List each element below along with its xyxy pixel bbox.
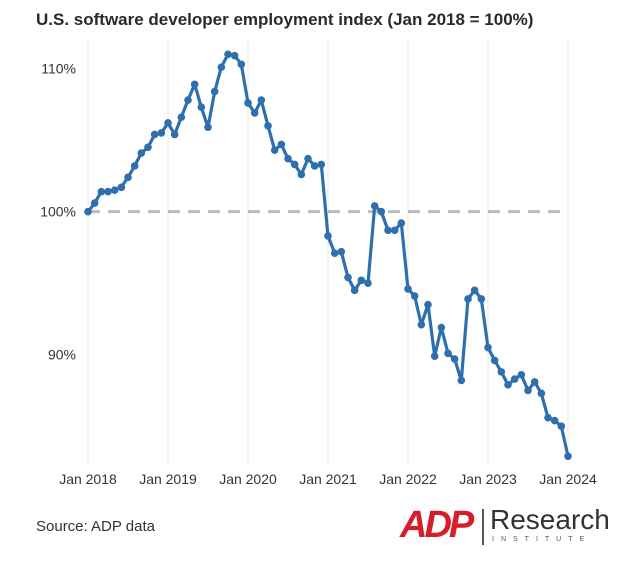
data-point [397, 219, 406, 227]
data-point [284, 154, 292, 163]
data-point [110, 186, 119, 195]
data-point [190, 80, 199, 89]
x-tick-label: Jan 2023 [459, 471, 517, 487]
logo-wordmark: Research [490, 504, 610, 535]
data-point [364, 279, 372, 287]
data-point [437, 323, 446, 332]
x-tick-label: Jan 2021 [299, 471, 357, 487]
data-point [304, 154, 312, 163]
data-point [124, 173, 132, 182]
x-tick-label: Jan 2019 [139, 471, 197, 487]
x-axis-labels: Jan 2018 Jan 2019 Jan 2020 Jan 2021 Jan 2022… [59, 471, 597, 487]
data-point [450, 355, 459, 363]
data-point [324, 232, 332, 240]
data-point [137, 149, 146, 157]
y-axis-labels: 90% 100% 110% [40, 61, 76, 363]
x-tick-label: Jan 2022 [379, 471, 437, 487]
logo-divider [482, 509, 484, 545]
data-point [344, 273, 352, 282]
data-point [177, 113, 186, 122]
data-point [144, 143, 152, 152]
data-point [317, 160, 326, 169]
source-note: Source: ADP data [36, 518, 155, 535]
data-point [244, 99, 252, 107]
data-point [150, 130, 159, 139]
data-point [517, 370, 526, 379]
data-point [390, 226, 399, 235]
data-point [477, 295, 486, 303]
data-point [170, 130, 179, 139]
data-point [524, 386, 532, 395]
x-tick-label: Jan 2024 [539, 471, 597, 487]
data-point [337, 247, 346, 256]
data-point [157, 129, 166, 137]
data-point [457, 376, 466, 385]
adp-logo-mark: ADP [400, 504, 474, 546]
data-point [270, 146, 279, 154]
data-point [384, 226, 392, 235]
data-point [537, 389, 546, 398]
data-point [490, 356, 499, 365]
data-point [104, 187, 112, 196]
data-point [264, 122, 272, 130]
adp-research-institute-logo: ADP Research INSTITUTE [400, 505, 610, 550]
x-tick-label: Jan 2018 [59, 471, 117, 487]
data-point [357, 276, 366, 285]
data-point [377, 207, 386, 216]
data-point [230, 51, 239, 60]
data-point [204, 123, 212, 132]
data-point [564, 452, 572, 461]
data-point [430, 352, 439, 360]
data-point [504, 380, 512, 389]
data-point [350, 286, 359, 295]
data-point [484, 343, 492, 352]
data-point [164, 119, 172, 127]
data-point [290, 160, 299, 169]
data-point [370, 202, 379, 210]
data-point [224, 50, 232, 59]
y-tick-label: 100% [40, 204, 76, 220]
chart-title: U.S. software developer employment index… [36, 10, 534, 29]
data-point [97, 187, 106, 196]
data-point [464, 295, 472, 303]
data-point [210, 87, 219, 96]
data-points [84, 50, 572, 461]
data-point [310, 162, 319, 170]
data-point [130, 162, 139, 170]
data-point [297, 170, 306, 179]
data-point [197, 103, 206, 112]
data-point [530, 378, 539, 386]
data-point [404, 285, 412, 293]
data-point [257, 96, 266, 104]
data-point [444, 349, 452, 358]
data-point [277, 140, 286, 149]
data-point [550, 416, 559, 425]
data-point [424, 300, 432, 309]
data-point [184, 96, 192, 104]
data-point [497, 368, 506, 376]
data-point [90, 199, 99, 207]
data-point [237, 60, 246, 69]
data-point [510, 375, 519, 383]
data-point [417, 320, 426, 329]
line-chart: 90%100%110% Jan 2018 Jan 2019 Jan 2020 Jan … [40, 40, 597, 487]
grid-lines [87, 40, 569, 462]
data-point [117, 183, 126, 192]
data-point [410, 292, 419, 300]
y-tick-label: 90% [48, 347, 76, 363]
y-tick-label: 110% [41, 61, 76, 77]
data-point [250, 109, 259, 117]
data-point [470, 286, 479, 295]
data-point [84, 207, 92, 216]
data-point [544, 413, 552, 422]
x-tick-label: Jan 2020 [219, 471, 277, 487]
logo-subtitle: INSTITUTE [492, 536, 592, 543]
data-point [217, 63, 226, 71]
data-point [330, 249, 339, 257]
data-point [557, 422, 566, 431]
